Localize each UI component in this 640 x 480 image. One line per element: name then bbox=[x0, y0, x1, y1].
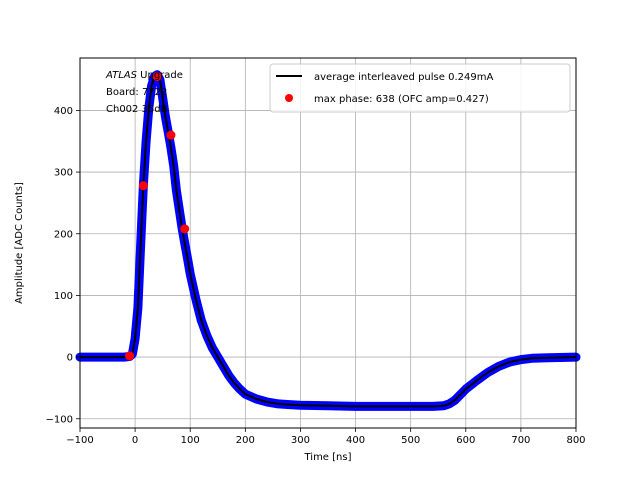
y-tick-label: −100 bbox=[46, 414, 73, 425]
plot-frame bbox=[79, 57, 577, 429]
y-tick-label: 200 bbox=[54, 229, 73, 240]
legend-point-swatch bbox=[285, 94, 293, 102]
raw-samples-series bbox=[75, 70, 581, 411]
max-phase-point bbox=[125, 351, 135, 361]
annotation-line-2: Board: 7722 bbox=[106, 87, 167, 98]
max-phase-point bbox=[166, 130, 176, 140]
x-tick-label: 600 bbox=[456, 435, 475, 446]
max-phase-point bbox=[138, 181, 148, 191]
max-phase-series bbox=[125, 72, 190, 361]
legend-box bbox=[269, 63, 571, 113]
y-axis-label: Amplitude [ADC Counts] bbox=[14, 182, 25, 304]
grid-lines bbox=[79, 58, 577, 428]
y-axis-ticks: −100 0 100 200 300 400 bbox=[46, 106, 80, 425]
average-pulse-series bbox=[80, 73, 577, 408]
max-phase-point bbox=[180, 224, 190, 234]
x-tick-label: 500 bbox=[401, 435, 420, 446]
legend: average interleaved pulse 0.249mA max ph… bbox=[269, 63, 571, 113]
max-phase-point bbox=[152, 72, 162, 81]
x-tick-label: 200 bbox=[236, 435, 255, 446]
average-pulse-line bbox=[80, 73, 577, 408]
x-tick-label: 100 bbox=[181, 435, 200, 446]
annotation-line-3: Ch002 35dB bbox=[106, 104, 168, 115]
x-tick-label: −100 bbox=[66, 435, 93, 446]
atlas-annotation: ATLAS Upgrade Board: 7722 Ch002 35dB bbox=[105, 70, 183, 115]
x-axis-label: Time [ns] bbox=[303, 452, 351, 463]
x-tick-label: 400 bbox=[346, 435, 365, 446]
annotation-line-1-rest: Upgrade bbox=[137, 70, 183, 81]
x-tick-label: 300 bbox=[291, 435, 310, 446]
annotation-italic: ATLAS bbox=[105, 70, 138, 81]
legend-entry-average: average interleaved pulse 0.249mA bbox=[314, 72, 493, 83]
y-tick-label: 0 bbox=[67, 353, 73, 364]
legend-entry-max-phase: max phase: 638 (OFC amp=0.427) bbox=[314, 94, 489, 105]
annotation-line-1: ATLAS Upgrade bbox=[105, 70, 183, 81]
y-tick-label: 300 bbox=[54, 168, 73, 179]
x-axis-ticks: −100 0 100 200 300 400 500 600 700 800 bbox=[66, 428, 586, 446]
y-tick-label: 100 bbox=[54, 291, 73, 302]
x-tick-label: 800 bbox=[566, 435, 585, 446]
x-tick-label: 700 bbox=[511, 435, 530, 446]
raw-samples-band bbox=[75, 70, 581, 411]
x-tick-label: 0 bbox=[132, 435, 138, 446]
y-tick-label: 400 bbox=[54, 106, 73, 117]
